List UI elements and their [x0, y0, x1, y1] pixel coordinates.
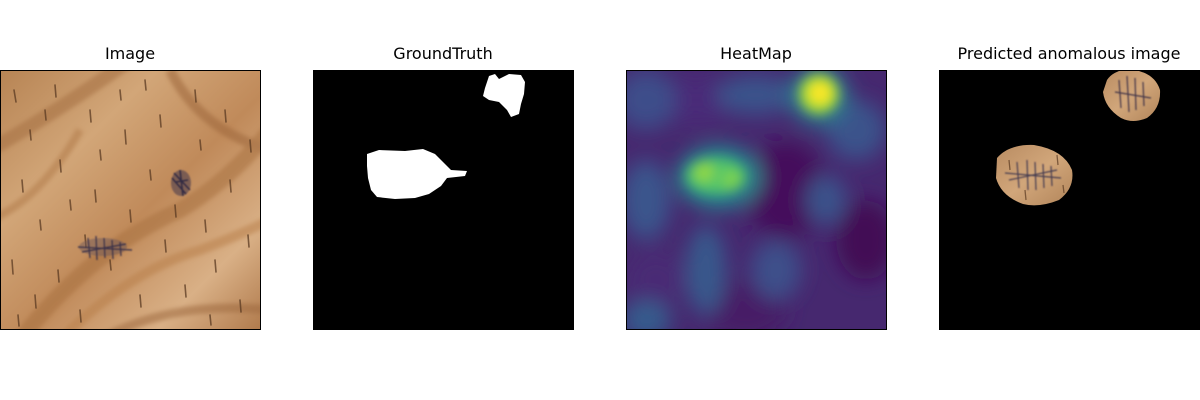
groundtruth-title: GroundTruth [393, 44, 493, 63]
heatmap [626, 70, 887, 330]
predicted-title: Predicted anomalous image [957, 44, 1181, 63]
image-title: Image [104, 44, 156, 63]
mask-region-top [483, 74, 525, 117]
predicted-region-center [996, 144, 1073, 206]
predicted-panel [939, 70, 1200, 330]
defect-mark-top [171, 169, 191, 197]
heatmap-panel [626, 70, 887, 330]
defect-mark-center [77, 235, 133, 261]
mask-region-center [367, 149, 467, 199]
groundtruth-panel [313, 70, 574, 330]
heatmap-title: HeatMap [720, 44, 792, 63]
groundtruth-mask [313, 70, 574, 330]
image-panel [0, 70, 261, 330]
wood-image [0, 70, 261, 330]
predicted-region-top [1103, 70, 1161, 121]
predicted-image [939, 70, 1200, 330]
